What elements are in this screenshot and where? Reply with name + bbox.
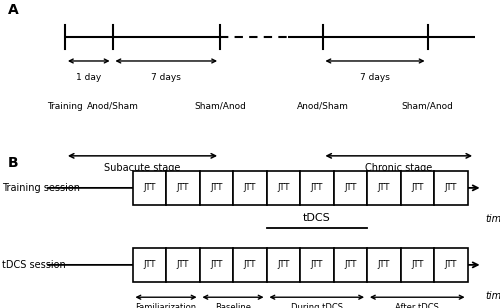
Text: Familiarization: Familiarization	[136, 303, 196, 308]
Bar	[166, 248, 200, 282]
Bar	[400, 248, 434, 282]
Bar	[434, 171, 468, 205]
Bar	[266, 248, 300, 282]
Text: JTT: JTT	[143, 183, 156, 192]
Bar	[233, 248, 266, 282]
Bar	[233, 171, 266, 205]
Text: After tDCS: After tDCS	[396, 303, 439, 308]
Bar	[367, 248, 400, 282]
Text: Anod/Sham: Anod/Sham	[296, 102, 348, 111]
Text: JTT: JTT	[210, 260, 222, 270]
Bar	[200, 248, 233, 282]
Text: Chronic stage: Chronic stage	[365, 163, 432, 172]
Text: JTT: JTT	[176, 260, 189, 270]
Text: Sham/Anod: Sham/Anod	[194, 102, 246, 111]
Bar	[300, 171, 334, 205]
Text: JTT: JTT	[176, 183, 189, 192]
Text: Baseline: Baseline	[215, 303, 251, 308]
Text: JTT: JTT	[244, 183, 256, 192]
Text: tDCS session: tDCS session	[2, 260, 66, 270]
Text: JTT: JTT	[444, 183, 457, 192]
Text: Sham/Anod: Sham/Anod	[402, 102, 454, 111]
Text: JTT: JTT	[310, 260, 323, 270]
Text: tDCS: tDCS	[303, 213, 330, 223]
Text: JTT: JTT	[344, 183, 356, 192]
Text: During tDCS: During tDCS	[291, 303, 343, 308]
Text: JTT: JTT	[244, 260, 256, 270]
Text: JTT: JTT	[411, 260, 424, 270]
Text: Training session: Training session	[2, 183, 80, 193]
Bar	[300, 248, 334, 282]
Bar	[367, 171, 400, 205]
Text: JTT: JTT	[143, 260, 156, 270]
Text: 7 days: 7 days	[360, 73, 390, 82]
Text: JTT: JTT	[411, 183, 424, 192]
Text: 1 day: 1 day	[76, 73, 102, 82]
Text: time: time	[485, 214, 500, 224]
Text: B: B	[8, 156, 18, 169]
Bar	[132, 171, 166, 205]
Bar	[400, 171, 434, 205]
Text: Anod/Sham: Anod/Sham	[86, 102, 139, 111]
Text: JTT: JTT	[444, 260, 457, 270]
Bar	[166, 171, 200, 205]
Text: time: time	[485, 291, 500, 301]
Text: JTT: JTT	[277, 260, 289, 270]
Text: 7 days: 7 days	[152, 73, 181, 82]
Text: JTT: JTT	[378, 260, 390, 270]
Text: JTT: JTT	[277, 183, 289, 192]
Bar	[200, 171, 233, 205]
Text: Training: Training	[47, 102, 83, 111]
Text: JTT: JTT	[344, 260, 356, 270]
Bar	[334, 248, 367, 282]
Bar	[334, 171, 367, 205]
Text: JTT: JTT	[378, 183, 390, 192]
Text: Subacute stage: Subacute stage	[104, 163, 180, 172]
Text: JTT: JTT	[210, 183, 222, 192]
Bar	[132, 248, 166, 282]
Bar	[266, 171, 300, 205]
Text: A: A	[8, 3, 18, 17]
Text: JTT: JTT	[310, 183, 323, 192]
Bar	[434, 248, 468, 282]
